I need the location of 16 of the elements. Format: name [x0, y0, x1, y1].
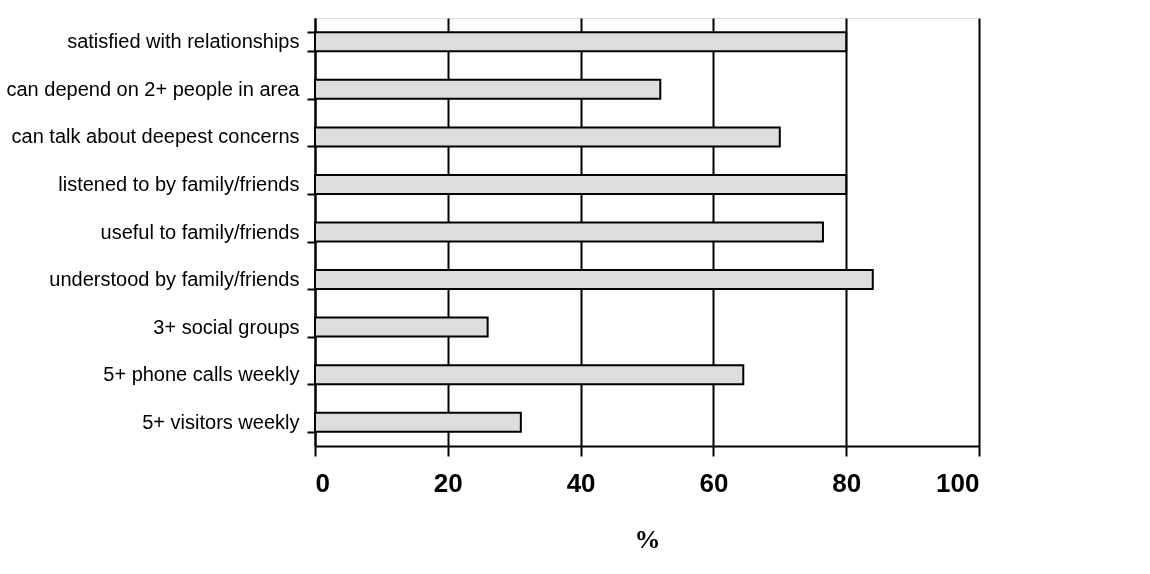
y-tick-label: useful to family/friends [100, 220, 300, 243]
y-tick-label: 5+ visitors weekly [142, 410, 300, 433]
x-tick-label: 60 [699, 467, 729, 498]
x-tick-label: 0 [315, 467, 330, 498]
y-tick-label: can talk about deepest concerns [11, 125, 300, 148]
y-tick-label: 3+ social groups [153, 315, 300, 338]
y-tick-label: 5+ phone calls weekly [103, 363, 300, 386]
x-tick-label: 100 [936, 467, 980, 498]
x-axis-title: % [634, 524, 661, 554]
x-tick-label: 20 [433, 467, 463, 498]
y-tick-label: can depend on 2+ people in area [6, 77, 301, 100]
y-tick-label: understood by family/friends [49, 268, 300, 291]
y-tick-label: satisfied with relationships [67, 30, 300, 53]
x-tick-label: 80 [832, 467, 862, 498]
y-tick-label: listened to by family/friends [58, 172, 300, 195]
x-tick-label: 40 [566, 467, 596, 498]
